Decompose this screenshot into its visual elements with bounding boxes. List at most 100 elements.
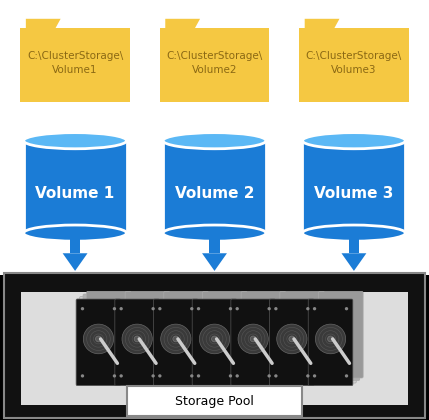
Circle shape xyxy=(267,307,271,310)
FancyBboxPatch shape xyxy=(154,299,198,386)
FancyBboxPatch shape xyxy=(273,297,317,383)
Polygon shape xyxy=(63,253,88,271)
FancyBboxPatch shape xyxy=(234,297,279,383)
Circle shape xyxy=(83,324,114,354)
Polygon shape xyxy=(24,141,127,233)
Circle shape xyxy=(313,374,316,378)
Circle shape xyxy=(197,374,200,378)
Circle shape xyxy=(315,324,346,354)
FancyBboxPatch shape xyxy=(164,291,208,378)
Text: C:\ClusterStorage\
Volume1: C:\ClusterStorage\ Volume1 xyxy=(27,51,123,75)
Circle shape xyxy=(236,307,239,310)
Polygon shape xyxy=(165,19,200,29)
FancyBboxPatch shape xyxy=(276,294,321,381)
FancyBboxPatch shape xyxy=(202,291,247,378)
Text: Volume 2: Volume 2 xyxy=(175,186,254,201)
Polygon shape xyxy=(69,237,81,253)
FancyBboxPatch shape xyxy=(21,292,408,405)
Ellipse shape xyxy=(163,225,266,241)
Polygon shape xyxy=(163,141,266,233)
FancyBboxPatch shape xyxy=(318,291,363,378)
Circle shape xyxy=(345,307,348,310)
FancyBboxPatch shape xyxy=(115,299,160,386)
Circle shape xyxy=(81,374,84,378)
Ellipse shape xyxy=(302,225,405,241)
Circle shape xyxy=(250,336,256,342)
FancyBboxPatch shape xyxy=(127,386,302,416)
FancyBboxPatch shape xyxy=(76,299,121,386)
FancyBboxPatch shape xyxy=(76,299,121,386)
Circle shape xyxy=(158,307,162,310)
Ellipse shape xyxy=(302,133,405,149)
FancyBboxPatch shape xyxy=(122,294,166,381)
Circle shape xyxy=(306,307,309,310)
FancyBboxPatch shape xyxy=(231,299,275,386)
Circle shape xyxy=(161,324,191,354)
FancyBboxPatch shape xyxy=(87,291,131,378)
Polygon shape xyxy=(20,29,130,102)
Circle shape xyxy=(236,374,239,378)
Polygon shape xyxy=(209,237,220,253)
FancyBboxPatch shape xyxy=(196,297,240,383)
Polygon shape xyxy=(299,29,408,102)
Circle shape xyxy=(81,307,84,310)
Circle shape xyxy=(274,307,278,310)
Circle shape xyxy=(267,374,271,378)
FancyBboxPatch shape xyxy=(0,0,429,275)
Circle shape xyxy=(122,324,152,354)
Polygon shape xyxy=(302,141,405,233)
FancyBboxPatch shape xyxy=(192,299,237,386)
FancyBboxPatch shape xyxy=(80,297,124,383)
FancyBboxPatch shape xyxy=(118,297,163,383)
Circle shape xyxy=(289,336,295,342)
Circle shape xyxy=(190,374,193,378)
Circle shape xyxy=(151,307,155,310)
FancyBboxPatch shape xyxy=(231,299,275,386)
FancyBboxPatch shape xyxy=(199,294,244,381)
Circle shape xyxy=(199,324,230,354)
FancyBboxPatch shape xyxy=(125,291,170,378)
FancyBboxPatch shape xyxy=(192,299,237,386)
Polygon shape xyxy=(348,237,359,253)
Polygon shape xyxy=(202,253,227,271)
FancyBboxPatch shape xyxy=(315,294,360,381)
Circle shape xyxy=(211,336,218,342)
Circle shape xyxy=(151,374,155,378)
Circle shape xyxy=(238,324,268,354)
Polygon shape xyxy=(305,19,339,29)
Text: Volume 1: Volume 1 xyxy=(36,186,115,201)
Circle shape xyxy=(173,336,179,342)
FancyBboxPatch shape xyxy=(241,291,286,378)
Circle shape xyxy=(158,374,162,378)
FancyBboxPatch shape xyxy=(115,299,160,386)
Text: Volume 3: Volume 3 xyxy=(314,186,394,201)
FancyBboxPatch shape xyxy=(160,294,205,381)
FancyBboxPatch shape xyxy=(311,297,356,383)
FancyBboxPatch shape xyxy=(83,294,128,381)
FancyBboxPatch shape xyxy=(269,299,314,386)
Circle shape xyxy=(229,374,232,378)
Circle shape xyxy=(306,374,309,378)
FancyBboxPatch shape xyxy=(308,299,353,386)
Polygon shape xyxy=(160,29,269,102)
Circle shape xyxy=(96,336,101,342)
Circle shape xyxy=(190,307,193,310)
Circle shape xyxy=(120,374,123,378)
Ellipse shape xyxy=(24,133,127,149)
Circle shape xyxy=(120,307,123,310)
FancyBboxPatch shape xyxy=(154,299,198,386)
Circle shape xyxy=(113,307,116,310)
FancyBboxPatch shape xyxy=(269,299,314,386)
Circle shape xyxy=(277,324,307,354)
Circle shape xyxy=(229,307,232,310)
Text: C:\ClusterStorage\
Volume2: C:\ClusterStorage\ Volume2 xyxy=(166,51,263,75)
Circle shape xyxy=(274,374,278,378)
Ellipse shape xyxy=(24,225,127,241)
Circle shape xyxy=(328,336,333,342)
Ellipse shape xyxy=(163,133,266,149)
FancyBboxPatch shape xyxy=(238,294,282,381)
FancyBboxPatch shape xyxy=(280,291,324,378)
Circle shape xyxy=(313,307,316,310)
Polygon shape xyxy=(26,19,60,29)
Polygon shape xyxy=(341,253,366,271)
